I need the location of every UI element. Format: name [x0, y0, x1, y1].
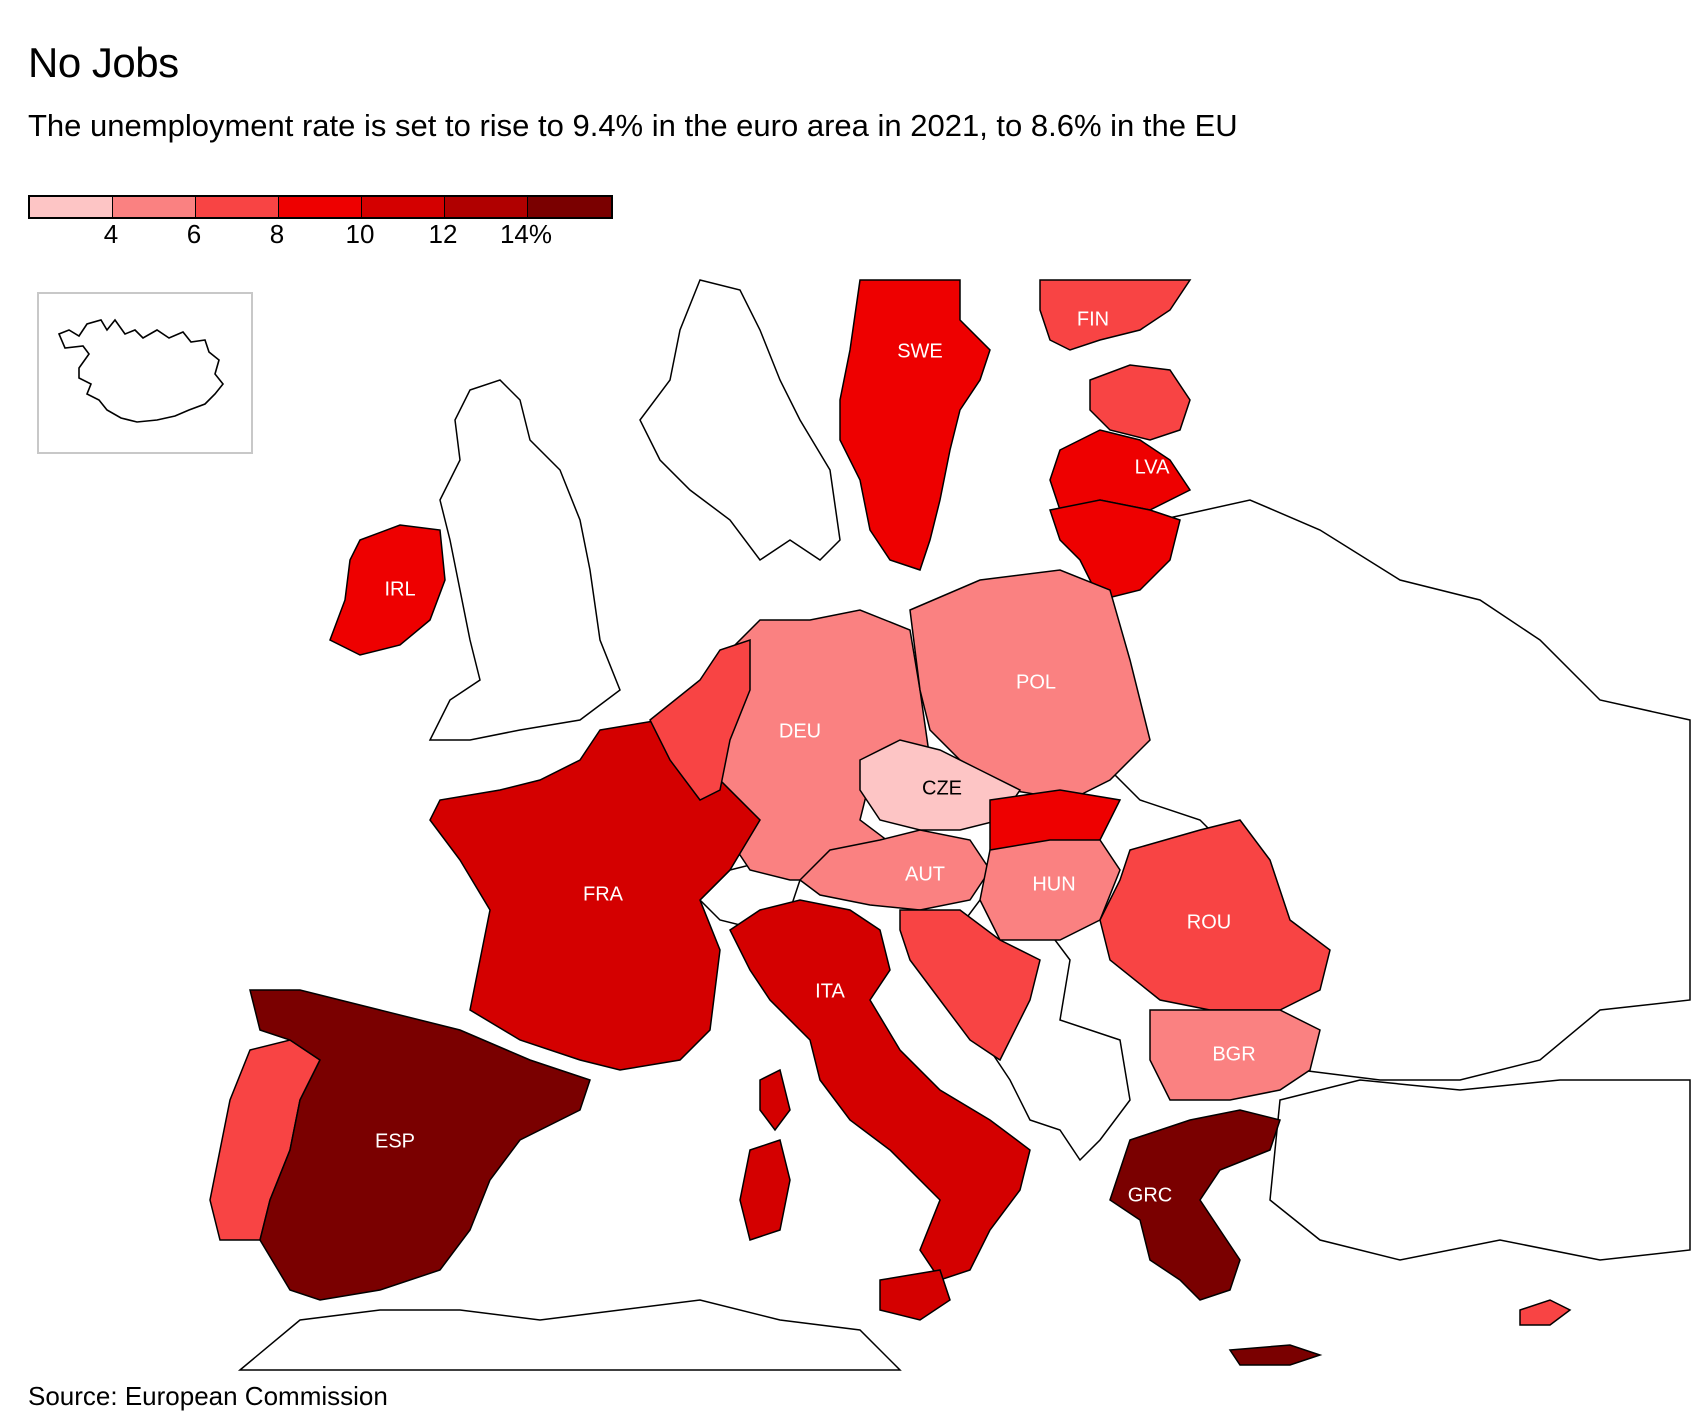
- country-spain: [249, 989, 591, 1301]
- label-lva: LVA: [1135, 456, 1170, 478]
- legend-tick: 10: [345, 219, 375, 249]
- country-greece: [1109, 1109, 1281, 1301]
- turkey-shape: [1269, 1079, 1691, 1261]
- label-ita: ITA: [815, 980, 845, 1002]
- legend-tick: 4: [103, 219, 119, 249]
- legend-bar: [28, 195, 613, 219]
- uk-shape: [428, 379, 621, 741]
- country-poland: [909, 569, 1151, 801]
- chart-title: No Jobs: [28, 39, 179, 86]
- eastern-europe-shape: [1099, 499, 1691, 1081]
- label-cze: CZE: [922, 777, 962, 799]
- legend-tick: 8: [269, 219, 285, 249]
- label-fin: FIN: [1077, 308, 1109, 330]
- non-eu-countries: [237, 279, 1691, 1371]
- country-labels: SWE FIN LVA IRL DEU POL CZE AUT HUN FRA …: [375, 308, 1256, 1206]
- label-swe: SWE: [897, 340, 943, 362]
- legend-tick: 14%: [499, 219, 553, 249]
- legend-tick: 12: [428, 219, 458, 249]
- label-fra: FRA: [583, 883, 624, 905]
- norway-shape: [639, 279, 841, 562]
- country-estonia: [1089, 364, 1191, 441]
- north-africa-shape: [237, 1299, 902, 1371]
- label-hun: HUN: [1032, 873, 1075, 895]
- country-italy: [729, 899, 1031, 1281]
- country-bulgaria: [1149, 1009, 1321, 1101]
- label-deu: DEU: [779, 720, 821, 742]
- iceland-inset: [37, 292, 253, 454]
- legend-swatch: [30, 197, 113, 217]
- country-croatia: [899, 909, 1041, 1062]
- legend-tick: 6: [186, 219, 202, 249]
- label-pol: POL: [1016, 671, 1056, 693]
- country-sweden: [839, 279, 991, 571]
- country-france: [429, 719, 761, 1071]
- country-cyprus: [1519, 1299, 1572, 1326]
- legend-swatch: [196, 197, 279, 217]
- country-netherlands-belgium: [649, 638, 751, 801]
- label-aut: AUT: [905, 863, 945, 885]
- eu-countries: [209, 279, 1572, 1366]
- country-romania: [1099, 819, 1331, 1011]
- label-bgr: BGR: [1212, 1043, 1255, 1065]
- legend-swatch: [362, 197, 445, 217]
- island-sicily: [879, 1269, 951, 1321]
- label-rou: ROU: [1187, 911, 1231, 933]
- country-lithuania: [1049, 499, 1181, 601]
- island-crete: [1228, 1344, 1323, 1366]
- legend-swatch: [528, 197, 611, 217]
- island-corsica: [759, 1068, 791, 1132]
- label-esp: ESP: [375, 1130, 415, 1152]
- country-latvia: [1049, 429, 1192, 511]
- label-grc: GRC: [1128, 1184, 1172, 1206]
- europe-map: SWE FIN LVA IRL DEU POL CZE AUT HUN FRA …: [209, 279, 1691, 1371]
- chart-subtitle: The unemployment rate is set to rise to …: [28, 108, 1238, 143]
- island-sardinia: [739, 1139, 791, 1241]
- country-finland: [1039, 279, 1192, 351]
- color-legend: 4 6 8 10 12 14%: [28, 195, 613, 255]
- country-ireland: [329, 524, 446, 656]
- source-note: Source: European Commission: [28, 1381, 388, 1411]
- legend-swatch: [445, 197, 528, 217]
- legend-swatch: [279, 197, 362, 217]
- label-irl: IRL: [384, 578, 415, 600]
- country-austria: [798, 829, 991, 911]
- legend-swatch: [113, 197, 196, 217]
- iceland-outline: [57, 318, 225, 423]
